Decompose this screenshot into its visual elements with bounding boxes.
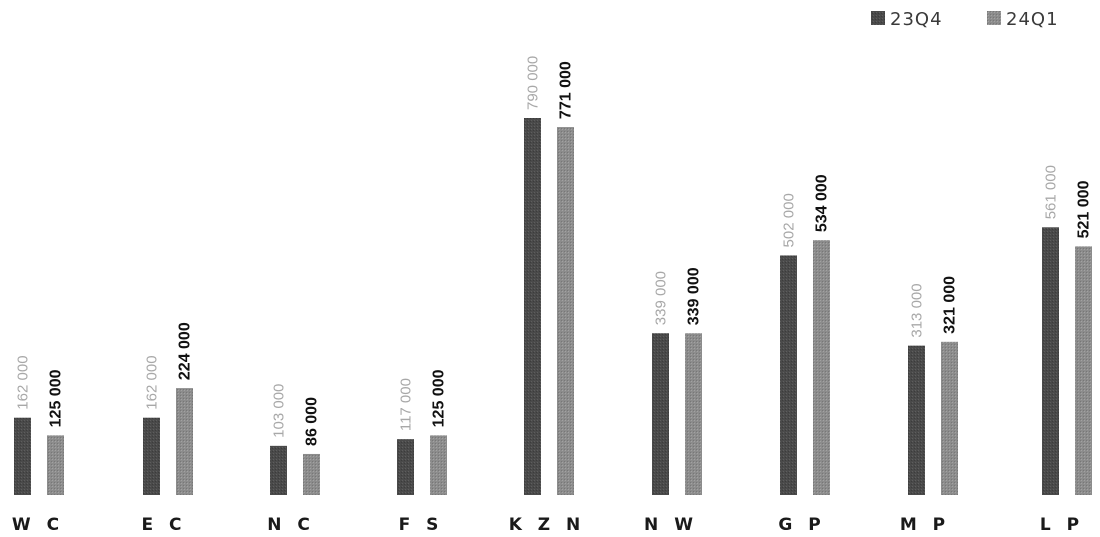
bar-lp-24q1 bbox=[1075, 246, 1092, 495]
bar-mp-23q4 bbox=[908, 345, 925, 495]
bar-lp-23q4 bbox=[1042, 227, 1059, 495]
legend-swatch-24q1 bbox=[987, 11, 1001, 25]
bar-ec-23q4 bbox=[143, 417, 160, 495]
value-labels-group: 162 000 125 000 162 000 224 000 103 000 86 00… bbox=[15, 56, 1093, 446]
bars-group bbox=[14, 118, 1092, 496]
bar-kzn-23q4 bbox=[524, 118, 541, 495]
value-label-nc-24q1: 86 000 bbox=[304, 397, 321, 446]
value-label-mp-24q1: 321 000 bbox=[942, 276, 959, 334]
value-label-wc-23q4: 162 000 bbox=[15, 355, 32, 409]
value-label-nw-23q4: 339 000 bbox=[653, 271, 670, 325]
bar-fs-23q4 bbox=[397, 439, 414, 495]
value-label-gp-24q1: 534 000 bbox=[814, 174, 831, 232]
bar-wc-24q1 bbox=[47, 435, 64, 495]
value-label-wc-24q1: 125 000 bbox=[48, 369, 65, 427]
tick-label-kzn: K Z N bbox=[509, 515, 586, 535]
bar-gp-24q1 bbox=[813, 240, 830, 495]
tick-label-mp: M P bbox=[900, 515, 950, 535]
value-label-lp-24q1: 521 000 bbox=[1076, 180, 1093, 238]
value-label-kzn-23q4: 790 000 bbox=[525, 56, 542, 110]
legend-label-24q1: 24Q1 bbox=[1006, 9, 1059, 30]
bar-nc-23q4 bbox=[270, 445, 287, 495]
value-label-fs-24q1: 125 000 bbox=[431, 369, 448, 427]
tick-label-ec: E C bbox=[141, 515, 186, 535]
bar-fs-24q1 bbox=[430, 435, 447, 495]
bar-gp-23q4 bbox=[780, 255, 797, 495]
value-label-mp-23q4: 313 000 bbox=[909, 283, 926, 337]
legend-item-24q1: 24Q1 bbox=[987, 9, 1059, 30]
bar-ec-24q1 bbox=[176, 388, 193, 495]
legend-swatch-23q4 bbox=[871, 11, 885, 25]
value-label-lp-23q4: 561 000 bbox=[1043, 165, 1060, 219]
value-label-kzn-24q1: 771 000 bbox=[558, 61, 575, 119]
bar-nc-24q1 bbox=[303, 453, 320, 495]
tick-label-fs: F S bbox=[399, 515, 444, 535]
tick-label-lp: L P bbox=[1040, 515, 1084, 535]
value-label-gp-23q4: 502 000 bbox=[781, 193, 798, 247]
value-label-ec-23q4: 162 000 bbox=[144, 355, 161, 409]
tick-label-nw: N W bbox=[644, 515, 698, 535]
bar-kzn-24q1 bbox=[557, 127, 574, 496]
bar-mp-24q1 bbox=[941, 341, 958, 495]
value-label-nc-23q4: 103 000 bbox=[271, 384, 288, 438]
legend-label-23q4: 23Q4 bbox=[890, 9, 943, 30]
value-label-ec-24q1: 224 000 bbox=[177, 322, 194, 380]
legend: 23Q4 24Q1 bbox=[871, 9, 1059, 30]
value-label-fs-23q4: 117 000 bbox=[398, 378, 415, 431]
bar-nw-23q4 bbox=[652, 333, 669, 495]
legend-item-23q4: 23Q4 bbox=[871, 9, 943, 30]
tick-label-wc: W C bbox=[12, 515, 64, 535]
tick-label-gp: G P bbox=[778, 515, 825, 535]
bar-nw-24q1 bbox=[685, 333, 702, 495]
tick-label-nc: N C bbox=[267, 515, 315, 535]
value-label-nw-24q1: 339 000 bbox=[686, 267, 703, 325]
bar-wc-23q4 bbox=[14, 417, 31, 495]
